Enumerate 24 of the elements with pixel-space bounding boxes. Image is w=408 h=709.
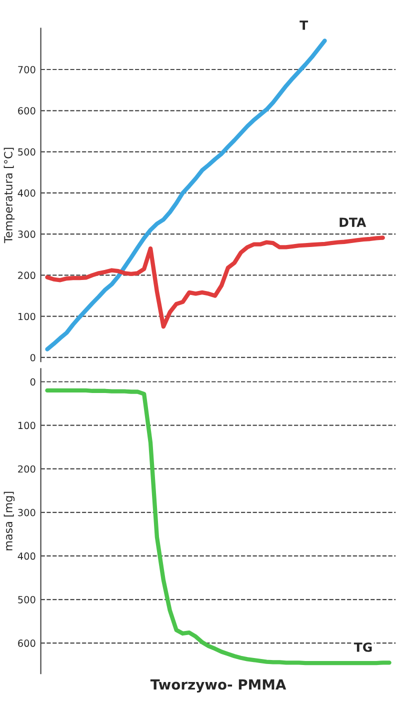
y-tick-label: 200: [18, 465, 36, 473]
y-tick-label: 700: [18, 66, 36, 74]
y-tick-label: 500: [18, 596, 36, 604]
line-series: [45, 388, 392, 666]
y-tick-label: 500: [18, 148, 36, 156]
y-tick-label: 400: [18, 552, 36, 560]
y-tick-label: 100: [18, 312, 36, 320]
series-label: TG: [354, 642, 372, 652]
y-tick-label: 600: [18, 107, 36, 114]
y-axis-title: Temperatura [°C]: [4, 148, 15, 244]
y-tick-label: 0: [30, 354, 36, 362]
y-tick-label: 200: [18, 272, 36, 280]
y-tick-label: 300: [18, 508, 36, 516]
y-tick-label: 300: [18, 230, 36, 238]
series-label: DTA: [340, 218, 366, 227]
y-tick-label: 0: [30, 378, 36, 386]
y-tick-label: 600: [18, 640, 36, 647]
y-axis-title: masa [mg]: [4, 492, 15, 550]
y-tick-label: 400: [18, 189, 36, 197]
line-series: [45, 38, 327, 352]
y-tick-label: 100: [18, 422, 36, 430]
series-label: T: [300, 20, 308, 30]
line-series: [45, 236, 385, 329]
x-axis-title: Tworzywo- PMMA: [150, 679, 286, 693]
